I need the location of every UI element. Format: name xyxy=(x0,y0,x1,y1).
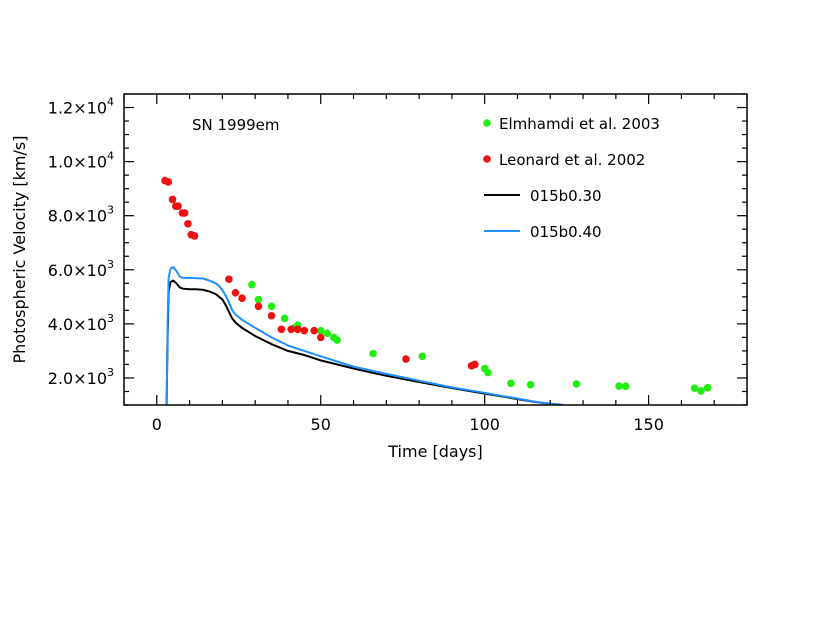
data-point-series-1 xyxy=(293,325,302,334)
data-point-series-1 xyxy=(238,294,246,302)
y-axis-label: Photospheric Velocity [km/s] xyxy=(10,136,29,364)
data-point-series-1 xyxy=(402,355,410,363)
y-tick-exponent: 4 xyxy=(107,150,114,163)
series-line-3 xyxy=(165,265,564,405)
data-point-series-0 xyxy=(267,302,276,311)
y-tick-exponent: 3 xyxy=(107,204,114,217)
data-point-series-0 xyxy=(572,380,581,388)
y-tick-exponent: 4 xyxy=(107,96,114,109)
y-tick-exponent: 3 xyxy=(107,312,114,325)
data-point-series-1 xyxy=(180,209,189,217)
data-point-series-0 xyxy=(369,349,378,358)
plot-area: 0 50 100 1502.0×1034.0×1036.0×1038.0×1031.0… xyxy=(48,93,748,434)
data-point-series-1 xyxy=(254,302,263,311)
chart-title: SN 1999em xyxy=(192,116,280,134)
y-tick-label: 1.2×104 xyxy=(48,96,114,118)
y-tick-mantissa: 2.0×10 xyxy=(48,369,107,388)
data-point-series-1 xyxy=(277,325,286,334)
data-point-series-1 xyxy=(184,220,192,228)
data-point-series-0 xyxy=(484,368,492,377)
x-axis-label: Time [days] xyxy=(387,442,483,461)
data-point-series-1 xyxy=(231,288,240,297)
data-point-series-1 xyxy=(310,326,318,335)
data-point-series-1 xyxy=(225,275,233,284)
legend: Elmhamdi et al. 2003 Leonard et al. 2002 0… xyxy=(483,115,660,241)
legend-marker-0 xyxy=(483,119,491,127)
data-point-series-1 xyxy=(174,202,182,211)
y-tick-mantissa: 4.0×10 xyxy=(48,315,107,334)
y-tick-mantissa: 8.0×10 xyxy=(48,207,107,226)
data-point-series-0 xyxy=(703,383,712,392)
y-tick-label: 1.0×104 xyxy=(48,150,114,172)
plot-frame xyxy=(123,93,748,406)
y-tick-mantissa: 6.0×10 xyxy=(48,261,107,280)
data-point-series-1 xyxy=(190,232,199,240)
y-tick-label: 8.0×103 xyxy=(48,204,114,226)
data-point-series-0 xyxy=(697,387,705,395)
series-line-2 xyxy=(165,279,564,405)
data-marks xyxy=(161,176,712,405)
data-point-series-0 xyxy=(526,380,535,389)
legend-label-2: 015b0.30 xyxy=(530,187,602,205)
y-tick-mantissa: 1.0×10 xyxy=(48,153,107,172)
data-point-series-0 xyxy=(323,329,332,338)
legend-label-3: 015b0.40 xyxy=(530,223,602,241)
legend-label-1: Leonard et al. 2002 xyxy=(499,151,645,169)
data-point-series-1 xyxy=(164,178,173,186)
data-point-series-0 xyxy=(254,295,263,304)
x-tick-label: 50 xyxy=(311,415,331,434)
x-tick-label: 0 xyxy=(152,415,162,434)
y-tick-exponent: 3 xyxy=(107,366,114,379)
data-point-series-0 xyxy=(418,352,427,361)
data-point-series-0 xyxy=(690,384,699,393)
y-tick-label: 2.0×103 xyxy=(48,366,114,388)
x-tick-label: 150 xyxy=(633,415,664,434)
axis-ticks: 0 50 100 1502.0×1034.0×1036.0×1038.0×1031.0… xyxy=(48,93,748,434)
y-tick-mantissa: 1.2×10 xyxy=(48,99,107,118)
data-point-series-1 xyxy=(471,360,479,369)
legend-marker-1 xyxy=(483,155,491,163)
data-point-series-0 xyxy=(316,326,325,335)
data-point-series-1 xyxy=(300,326,309,335)
data-point-series-0 xyxy=(248,280,256,289)
y-tick-label: 6.0×103 xyxy=(48,258,114,280)
data-point-series-1 xyxy=(168,195,177,204)
data-point-series-0 xyxy=(333,336,341,344)
data-point-series-1 xyxy=(267,311,276,320)
data-point-series-1 xyxy=(316,333,325,342)
data-point-series-0 xyxy=(280,314,289,323)
y-tick-exponent: 3 xyxy=(107,258,114,271)
legend-label-0: Elmhamdi et al. 2003 xyxy=(499,115,660,133)
x-tick-label: 100 xyxy=(469,415,500,434)
data-point-series-0 xyxy=(621,382,630,391)
data-point-series-0 xyxy=(615,382,623,390)
data-point-series-0 xyxy=(507,379,515,388)
data-point-series-1 xyxy=(287,325,296,334)
y-tick-label: 4.0×103 xyxy=(48,312,114,334)
